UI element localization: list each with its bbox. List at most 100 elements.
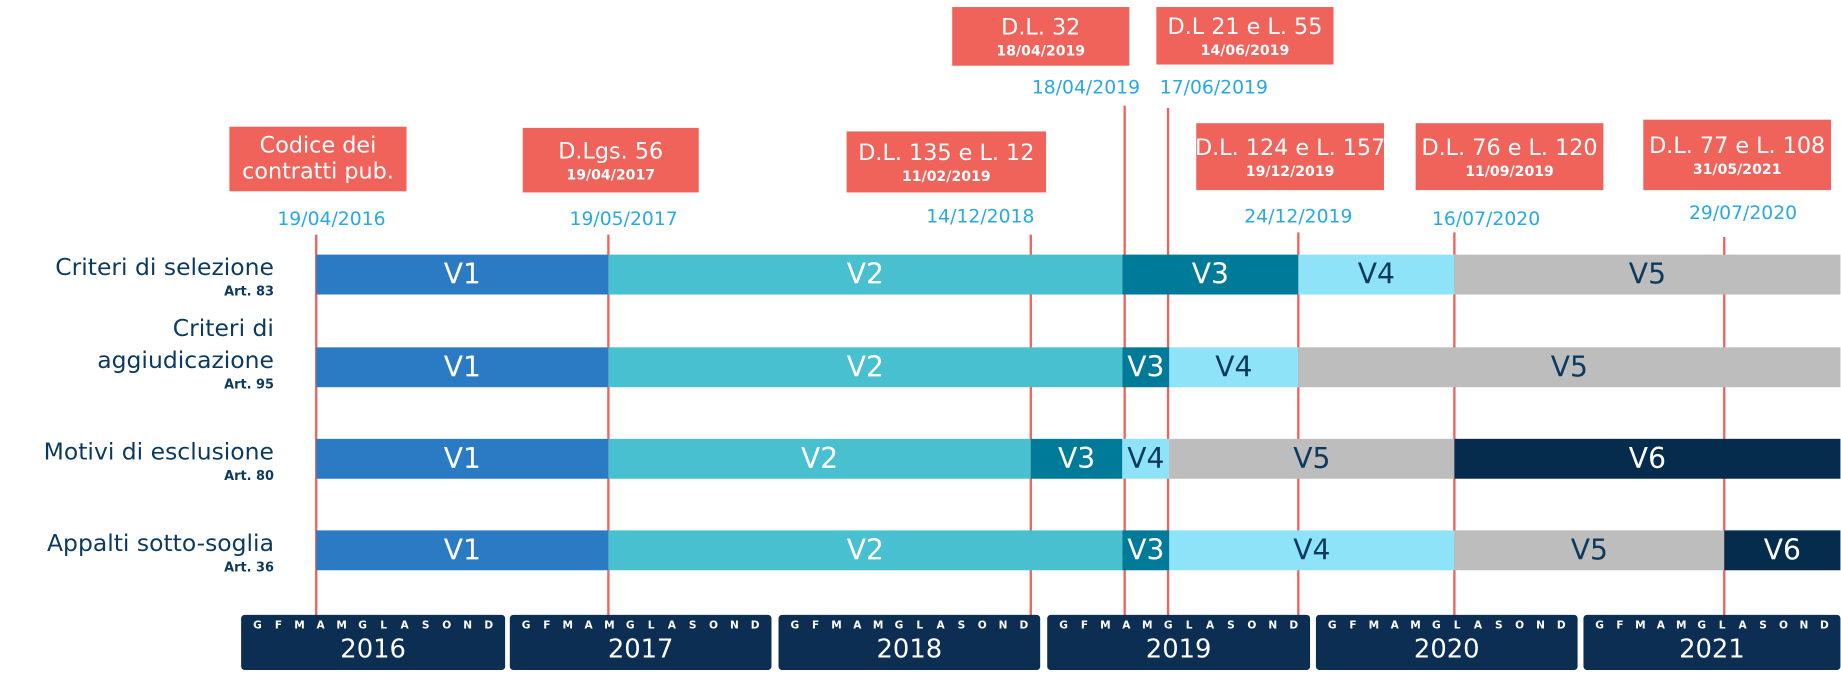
month-letter: M [294,619,304,631]
row-label: Motivi di esclusione [44,437,274,465]
month-letter: F [275,619,282,631]
month-letter: S [689,619,697,631]
month-letter: M [1410,619,1420,631]
month-letter: A [401,619,410,631]
row-article: Art. 83 [224,285,274,300]
line-date: 16/07/2020 [1432,209,1540,230]
month-letter: D [751,619,760,631]
month-letter: O [1779,619,1788,631]
line-date: 18/04/2019 [1032,78,1140,99]
month-letter: F [1081,619,1088,631]
version-bar [1030,438,1123,479]
year-label: 2016 [340,635,406,665]
month-letter: F [1349,619,1356,631]
version-label: V6 [1764,533,1801,566]
event-box [229,126,407,192]
line-date: 17/06/2019 [1160,78,1268,99]
version-bar [608,254,1123,295]
version-label: V3 [1127,533,1164,566]
month-letter: A [1206,619,1215,631]
version-bar [1454,254,1841,295]
version-label: V3 [1192,258,1229,291]
version-bar [608,438,1031,479]
line-date: 29/07/2020 [1689,203,1797,224]
version-bar [316,254,609,295]
version-label: V2 [847,350,884,383]
month-letter: A [1657,619,1666,631]
line-date: 19/05/2017 [570,209,678,230]
event-title: D.L. 32 [1001,15,1080,41]
version-bar [1454,530,1725,571]
month-letter: O [1247,619,1256,631]
event-box [1643,119,1832,191]
event-date: 19/04/2017 [566,167,655,183]
month-letter: M [1369,619,1380,631]
row-article: Art. 95 [224,377,274,392]
month-letter: S [422,619,430,631]
event-date: 11/02/2019 [902,169,991,185]
month-letter: G [1432,619,1441,631]
event-title: D.L. 124 e L. 157 [1195,135,1385,161]
month-letter: L [380,619,387,631]
month-letter: A [584,619,593,631]
version-bar [1122,438,1170,479]
month-letter: G [253,619,262,631]
line-date: 14/12/2018 [926,207,1034,228]
version-bar [1724,530,1841,571]
month-letter: D [1020,619,1029,631]
year-block [1047,614,1311,670]
year-block [1583,614,1841,670]
month-letter: A [1739,619,1748,631]
year-label: 2017 [608,635,674,665]
month-letter: M [1635,619,1646,631]
version-bar [316,347,609,388]
line-date: 24/12/2019 [1244,207,1352,228]
year-block [241,614,506,670]
month-letter: M [1100,619,1111,631]
event-title: Codice dei [260,133,377,159]
version-bar [1122,347,1170,388]
event-box [1156,7,1334,65]
month-letter: S [958,619,966,631]
month-letter: L [916,619,923,631]
month-letter: L [1719,619,1726,631]
row-label: Criteri di [173,314,274,342]
line-date: 19/04/2016 [277,209,385,230]
version-label: V2 [847,533,884,566]
event-title: D.L. 135 e L. 12 [858,140,1034,166]
event-box [1415,123,1604,191]
event-box [846,131,1047,193]
month-letter: O [709,619,718,631]
row-label: Criteri di selezione [55,253,274,281]
month-letter: S [1759,619,1767,631]
month-letter: F [543,619,550,631]
month-letter: G [522,619,531,631]
month-letter: A [1122,619,1131,631]
month-letter: G [790,619,799,631]
month-letter: N [1268,619,1277,631]
event-date: 11/09/2019 [1465,164,1554,180]
month-letter: G [626,619,635,631]
row-label: aggiudicazione [97,346,274,374]
event-title: D.L 21 e L. 55 [1167,14,1322,40]
month-letter: M [1142,619,1153,631]
version-bar [1298,254,1455,295]
version-bar [608,530,1123,571]
event-date: 19/12/2019 [1246,164,1335,180]
month-letter: D [484,619,493,631]
event-box [952,7,1130,66]
version-label: V1 [444,258,481,291]
version-label: V6 [1629,442,1666,475]
year-label: 2018 [877,635,943,665]
month-letter: G [895,619,904,631]
month-letter: M [1676,619,1687,631]
month-letter: G [1164,619,1173,631]
version-label: V4 [1127,442,1164,475]
month-letter: O [978,619,987,631]
version-bar [1298,347,1841,388]
version-bar [316,438,609,479]
version-bar [608,347,1123,388]
month-letter: S [1227,619,1235,631]
version-label: V4 [1358,258,1395,291]
